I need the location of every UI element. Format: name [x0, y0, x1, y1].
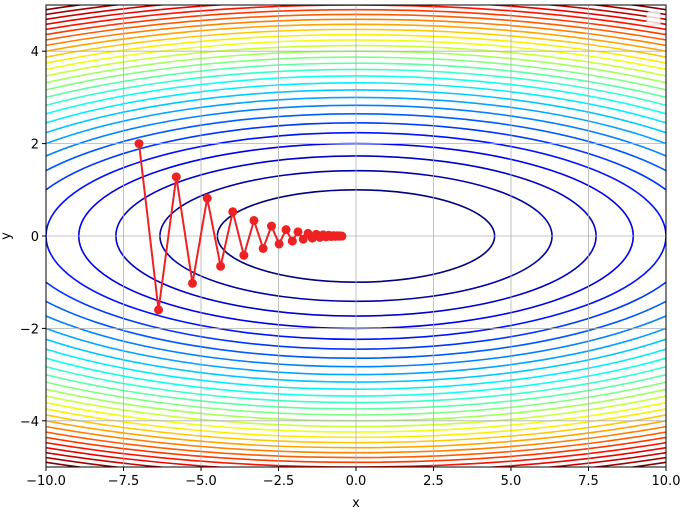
path-point	[258, 243, 268, 253]
grid	[45, 5, 667, 467]
path-point	[154, 305, 164, 315]
contour-level-29	[46, 5, 666, 467]
y-tick-label: 4	[31, 45, 39, 60]
y-axis-label: y	[0, 232, 14, 240]
path-point	[239, 250, 249, 260]
x-tick-label: −10.0	[26, 474, 66, 489]
path-point	[337, 231, 347, 241]
y-tick-label: 2	[31, 138, 39, 153]
contour-lines	[46, 5, 666, 467]
x-tick-label: 2.5	[423, 474, 444, 489]
y-tick-label: 0	[31, 230, 39, 245]
x-axis-label: x	[352, 496, 360, 511]
legend	[646, 11, 661, 26]
path-point	[134, 139, 144, 149]
x-tick-label: 0.0	[346, 474, 367, 489]
path-line	[138, 143, 343, 311]
path-point	[202, 193, 212, 203]
path-point	[274, 239, 284, 249]
path-point	[228, 207, 238, 217]
path-point	[249, 215, 259, 225]
x-tick-label: 10.0	[652, 474, 681, 489]
ticks: −10.0 −7.5 −5.0 −2.5 0.0 2.5 5.0 7.5 10.0 −4 −2 0 2 4	[20, 45, 681, 489]
path-point	[293, 227, 303, 237]
x-tick-label: −5.0	[185, 474, 217, 489]
x-tick-label: 5.0	[501, 474, 522, 489]
path-point	[287, 236, 297, 246]
y-tick-label: −2	[20, 322, 39, 337]
x-tick-label: −2.5	[263, 474, 295, 489]
x-tick-label: −7.5	[108, 474, 140, 489]
x-tick-label: 7.5	[578, 474, 599, 489]
descent-path	[134, 139, 347, 315]
path-point	[171, 172, 181, 182]
path-point	[187, 278, 197, 288]
path-point	[281, 225, 291, 235]
path-point	[216, 261, 226, 271]
path-point	[266, 221, 276, 231]
y-tick-label: −4	[20, 415, 39, 430]
